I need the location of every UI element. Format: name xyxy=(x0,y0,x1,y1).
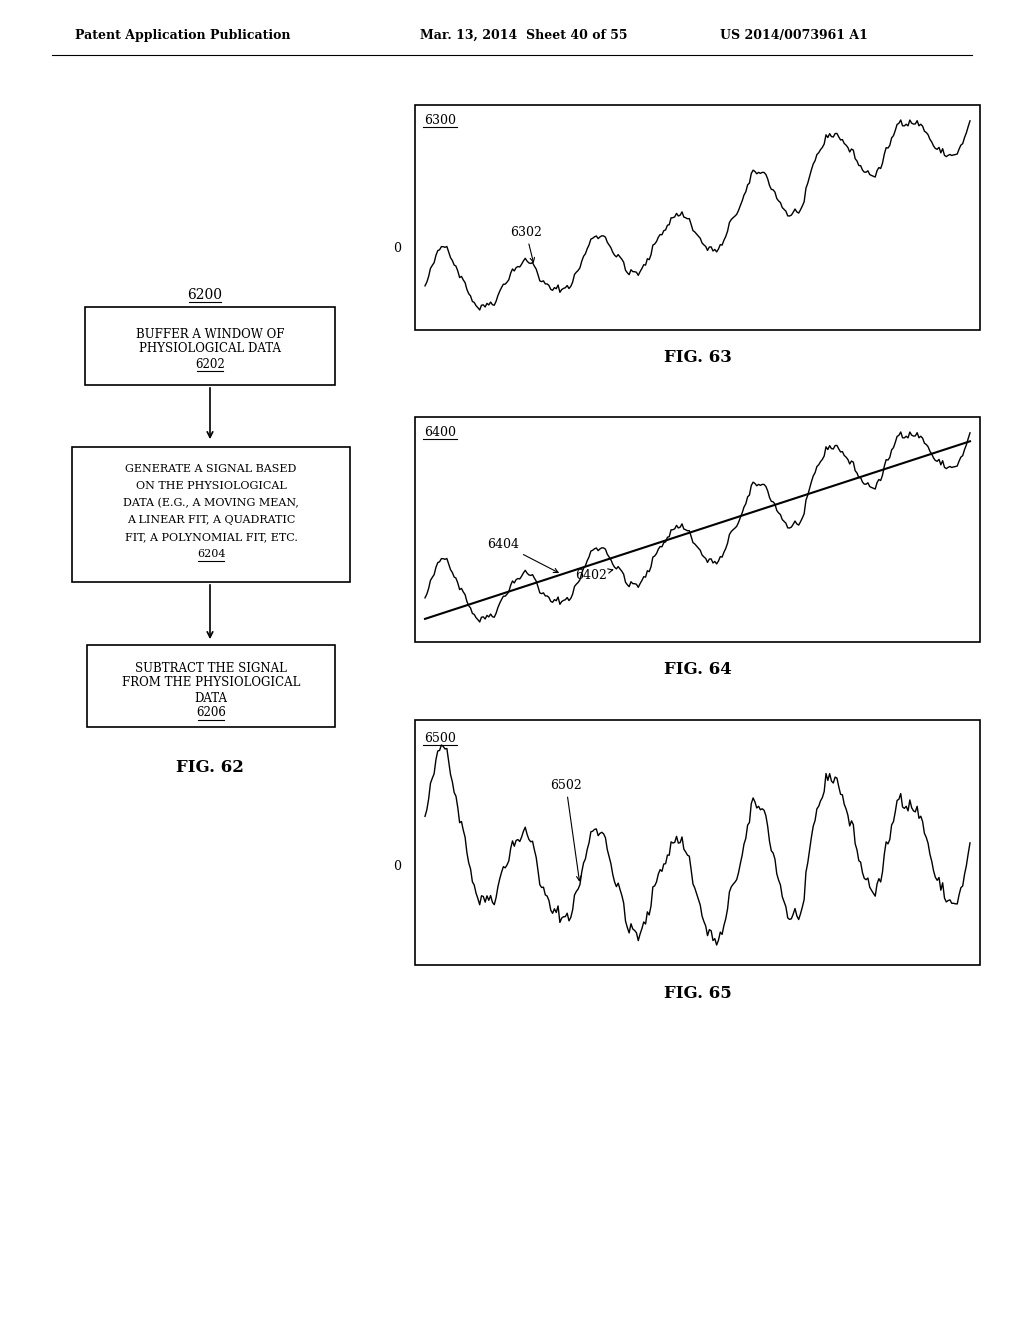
Text: 6300: 6300 xyxy=(424,114,456,127)
FancyBboxPatch shape xyxy=(415,719,980,965)
Text: 6206: 6206 xyxy=(196,706,226,719)
Text: US 2014/0073961 A1: US 2014/0073961 A1 xyxy=(720,29,868,41)
Text: FIG. 63: FIG. 63 xyxy=(664,350,731,367)
Text: GENERATE A SIGNAL BASED: GENERATE A SIGNAL BASED xyxy=(125,465,297,474)
Text: SUBTRACT THE SIGNAL: SUBTRACT THE SIGNAL xyxy=(135,661,287,675)
Text: PHYSIOLOGICAL DATA: PHYSIOLOGICAL DATA xyxy=(139,342,281,355)
Text: 6200: 6200 xyxy=(187,288,222,302)
Text: 6402: 6402 xyxy=(575,569,612,582)
Text: DATA: DATA xyxy=(195,692,227,705)
Text: BUFFER A WINDOW OF: BUFFER A WINDOW OF xyxy=(136,327,285,341)
Text: 6502: 6502 xyxy=(550,779,582,880)
Text: DATA (E.G., A MOVING MEAN,: DATA (E.G., A MOVING MEAN, xyxy=(123,498,299,508)
Text: ON THE PHYSIOLOGICAL: ON THE PHYSIOLOGICAL xyxy=(135,480,287,491)
Text: 6202: 6202 xyxy=(196,358,225,371)
Text: 6404: 6404 xyxy=(487,537,558,573)
Text: A LINEAR FIT, A QUADRATIC: A LINEAR FIT, A QUADRATIC xyxy=(127,515,295,525)
Text: Patent Application Publication: Patent Application Publication xyxy=(75,29,291,41)
Text: 6204: 6204 xyxy=(197,549,225,558)
Text: 0: 0 xyxy=(393,861,401,874)
Text: 6400: 6400 xyxy=(424,425,456,438)
FancyBboxPatch shape xyxy=(72,447,350,582)
FancyBboxPatch shape xyxy=(415,106,980,330)
FancyBboxPatch shape xyxy=(87,645,335,727)
Text: 0: 0 xyxy=(393,243,401,256)
Text: FIG. 65: FIG. 65 xyxy=(664,985,731,1002)
Text: FROM THE PHYSIOLOGICAL: FROM THE PHYSIOLOGICAL xyxy=(122,676,300,689)
FancyBboxPatch shape xyxy=(85,308,335,385)
Text: 6302: 6302 xyxy=(510,226,542,263)
Text: FIG. 64: FIG. 64 xyxy=(664,661,731,678)
FancyBboxPatch shape xyxy=(415,417,980,642)
Text: FIT, A POLYNOMIAL FIT, ETC.: FIT, A POLYNOMIAL FIT, ETC. xyxy=(125,532,297,543)
Text: Mar. 13, 2014  Sheet 40 of 55: Mar. 13, 2014 Sheet 40 of 55 xyxy=(420,29,628,41)
Text: FIG. 62: FIG. 62 xyxy=(176,759,244,776)
Text: 6500: 6500 xyxy=(424,731,456,744)
